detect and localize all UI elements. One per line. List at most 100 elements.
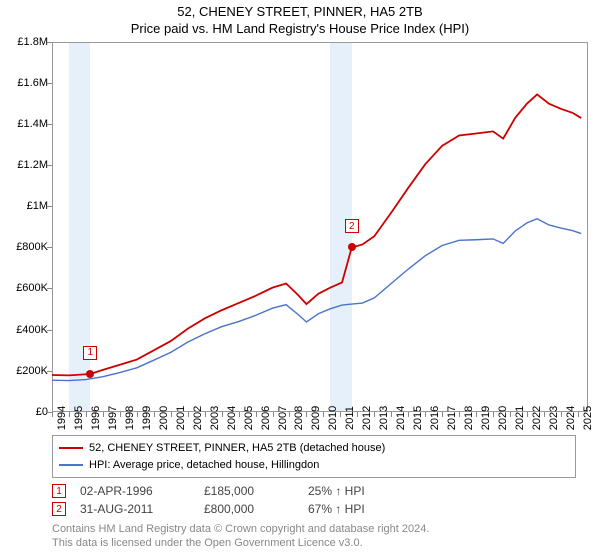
data-point-2 <box>348 243 356 251</box>
x-tick-label: 2001 <box>175 406 187 430</box>
x-tick-mark <box>103 412 104 417</box>
transaction-marker-1: 1 <box>52 484 66 498</box>
y-tick-mark <box>47 124 52 125</box>
x-tick-mark <box>476 412 477 417</box>
x-tick-mark <box>340 412 341 417</box>
x-tick-label: 2005 <box>243 406 255 430</box>
x-tick-mark <box>120 412 121 417</box>
x-tick-label: 2018 <box>463 406 475 430</box>
x-tick-mark <box>459 412 460 417</box>
y-tick-label: £400K <box>8 324 48 336</box>
x-tick-label: 2014 <box>395 406 407 430</box>
x-tick-label: 2021 <box>514 406 526 430</box>
x-tick-label: 2002 <box>192 406 204 430</box>
x-tick-mark <box>374 412 375 417</box>
x-tick-mark <box>442 412 443 417</box>
x-tick-label: 1998 <box>124 406 136 430</box>
y-tick-label: £1M <box>8 200 48 212</box>
y-tick-mark <box>47 83 52 84</box>
transaction-pct-1: 25% ↑ HPI <box>308 484 408 498</box>
x-tick-label: 2009 <box>310 406 322 430</box>
x-tick-mark <box>391 412 392 417</box>
x-tick-label: 2020 <box>497 406 509 430</box>
x-tick-mark <box>205 412 206 417</box>
attribution: Contains HM Land Registry data © Crown c… <box>52 522 588 551</box>
y-tick-mark <box>47 165 52 166</box>
x-tick-label: 2007 <box>277 406 289 430</box>
x-tick-label: 2016 <box>429 406 441 430</box>
x-tick-mark <box>154 412 155 417</box>
x-tick-mark <box>493 412 494 417</box>
x-tick-mark <box>222 412 223 417</box>
x-tick-label: 2023 <box>548 406 560 430</box>
x-tick-label: 2006 <box>260 406 272 430</box>
x-tick-mark <box>408 412 409 417</box>
marker-box-1: 1 <box>83 346 97 360</box>
x-tick-mark <box>171 412 172 417</box>
x-tick-label: 1995 <box>73 406 85 430</box>
x-tick-mark <box>357 412 358 417</box>
transaction-price-2: £800,000 <box>204 502 294 516</box>
series-line-hpi <box>52 219 581 381</box>
x-tick-mark <box>69 412 70 417</box>
transaction-row-1: 1 02-APR-1996 £185,000 25% ↑ HPI <box>52 484 588 498</box>
y-tick-label: £200K <box>8 365 48 377</box>
data-point-1 <box>86 370 94 378</box>
attribution-line-1: Contains HM Land Registry data © Crown c… <box>52 522 588 536</box>
x-tick-mark <box>578 412 579 417</box>
chart-area: £0£200K£400K£600K£800K£1M£1.2M£1.4M£1.6M… <box>52 42 588 412</box>
y-tick-label: £1.8M <box>8 36 48 48</box>
x-tick-label: 2015 <box>412 406 424 430</box>
legend-row-property: 52, CHENEY STREET, PINNER, HA5 2TB (deta… <box>59 440 569 457</box>
x-tick-mark <box>425 412 426 417</box>
line-layer <box>52 42 588 412</box>
x-tick-label: 2011 <box>344 406 356 430</box>
x-tick-label: 2022 <box>531 406 543 430</box>
y-tick-mark <box>47 247 52 248</box>
x-tick-label: 2024 <box>565 406 577 430</box>
x-tick-label: 1999 <box>141 406 153 430</box>
x-tick-label: 1994 <box>56 406 68 430</box>
y-tick-label: £600K <box>8 282 48 294</box>
y-tick-label: £800K <box>8 241 48 253</box>
x-tick-label: 2017 <box>446 406 458 430</box>
x-tick-mark <box>137 412 138 417</box>
transaction-row-2: 2 31-AUG-2011 £800,000 67% ↑ HPI <box>52 502 588 516</box>
legend: 52, CHENEY STREET, PINNER, HA5 2TB (deta… <box>52 435 576 478</box>
marker-box-2: 2 <box>345 219 359 233</box>
transactions-table: 1 02-APR-1996 £185,000 25% ↑ HPI 2 31-AU… <box>52 484 588 516</box>
legend-label-hpi: HPI: Average price, detached house, Hill… <box>89 457 319 474</box>
x-tick-mark <box>561 412 562 417</box>
y-tick-label: £1.2M <box>8 159 48 171</box>
x-tick-label: 2019 <box>480 406 492 430</box>
legend-label-property: 52, CHENEY STREET, PINNER, HA5 2TB (deta… <box>89 440 385 457</box>
series-line-property <box>52 94 581 375</box>
transaction-date-1: 02-APR-1996 <box>80 484 190 498</box>
x-tick-mark <box>289 412 290 417</box>
y-tick-mark <box>47 371 52 372</box>
y-tick-mark <box>47 288 52 289</box>
x-tick-mark <box>306 412 307 417</box>
legend-swatch-hpi <box>59 464 83 466</box>
x-tick-label: 2004 <box>226 406 238 430</box>
x-tick-label: 2012 <box>361 406 373 430</box>
x-tick-mark <box>273 412 274 417</box>
attribution-line-2: This data is licensed under the Open Gov… <box>52 536 588 550</box>
x-tick-mark <box>52 412 53 417</box>
y-tick-mark <box>47 330 52 331</box>
x-tick-mark <box>510 412 511 417</box>
title-line-2: Price paid vs. HM Land Registry's House … <box>0 21 600 38</box>
y-tick-label: £0 <box>8 406 48 418</box>
x-tick-label: 2013 <box>378 406 390 430</box>
legend-row-hpi: HPI: Average price, detached house, Hill… <box>59 457 569 474</box>
x-tick-mark <box>544 412 545 417</box>
x-tick-label: 2010 <box>327 406 339 430</box>
x-tick-label: 2000 <box>158 406 170 430</box>
y-tick-mark <box>47 206 52 207</box>
x-tick-mark <box>239 412 240 417</box>
x-tick-mark <box>256 412 257 417</box>
x-tick-mark <box>188 412 189 417</box>
title-line-1: 52, CHENEY STREET, PINNER, HA5 2TB <box>0 4 600 21</box>
y-tick-label: £1.6M <box>8 77 48 89</box>
x-tick-label: 2008 <box>293 406 305 430</box>
